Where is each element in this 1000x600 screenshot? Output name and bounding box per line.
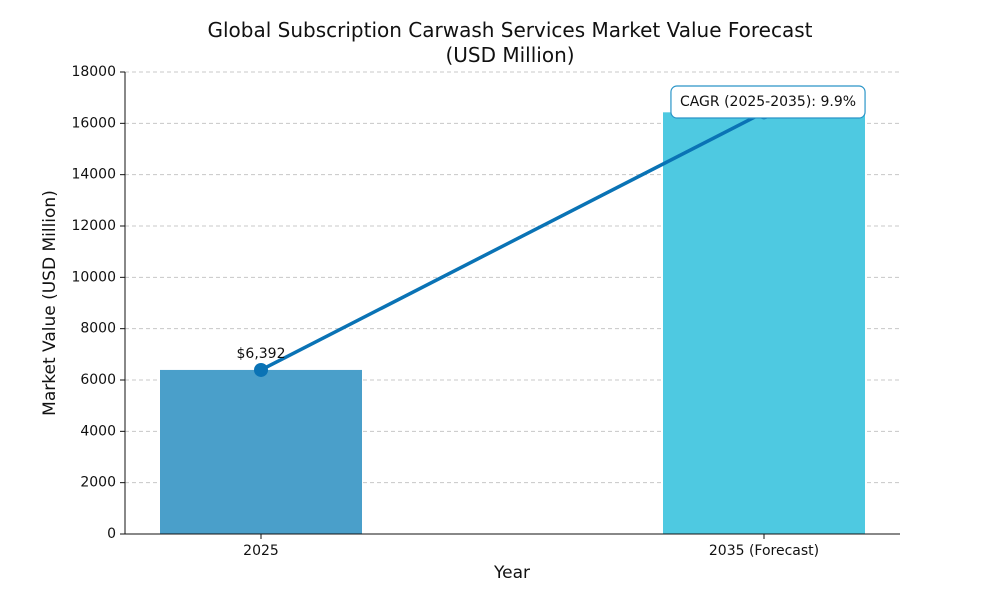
bar bbox=[663, 112, 865, 535]
bar bbox=[160, 369, 362, 534]
x-tick-label: 2025 bbox=[243, 543, 279, 559]
y-tick-label: 18000 bbox=[71, 64, 116, 80]
annotation-box bbox=[670, 85, 866, 119]
y-axis-label: Market Value (USD Million) bbox=[40, 190, 60, 416]
y-tick-label: 12000 bbox=[71, 218, 116, 234]
x-tick-label: 2035 (Forecast) bbox=[709, 543, 819, 559]
y-tick-label: 14000 bbox=[71, 167, 116, 183]
y-tick-label: 10000 bbox=[71, 269, 116, 285]
trend-line bbox=[260, 110, 765, 372]
value-label: $6,392 bbox=[237, 346, 286, 362]
y-tick-label: 2000 bbox=[80, 475, 116, 491]
y-tick-label: 4000 bbox=[80, 423, 116, 439]
annotation: CAGR (2025-2035): 9.9% bbox=[670, 85, 866, 119]
y-tick-label: 8000 bbox=[80, 321, 116, 337]
y-tick-label: 0 bbox=[107, 526, 116, 542]
y-tick-label: 6000 bbox=[80, 372, 116, 388]
annotation-text: CAGR (2025-2035): 9.9% bbox=[680, 94, 856, 110]
x-axis-label: Year bbox=[493, 563, 530, 583]
y-tick-label: 16000 bbox=[71, 115, 116, 131]
chart-title: Global Subscription Carwash Services Mar… bbox=[207, 18, 813, 67]
trend-point bbox=[254, 362, 268, 377]
